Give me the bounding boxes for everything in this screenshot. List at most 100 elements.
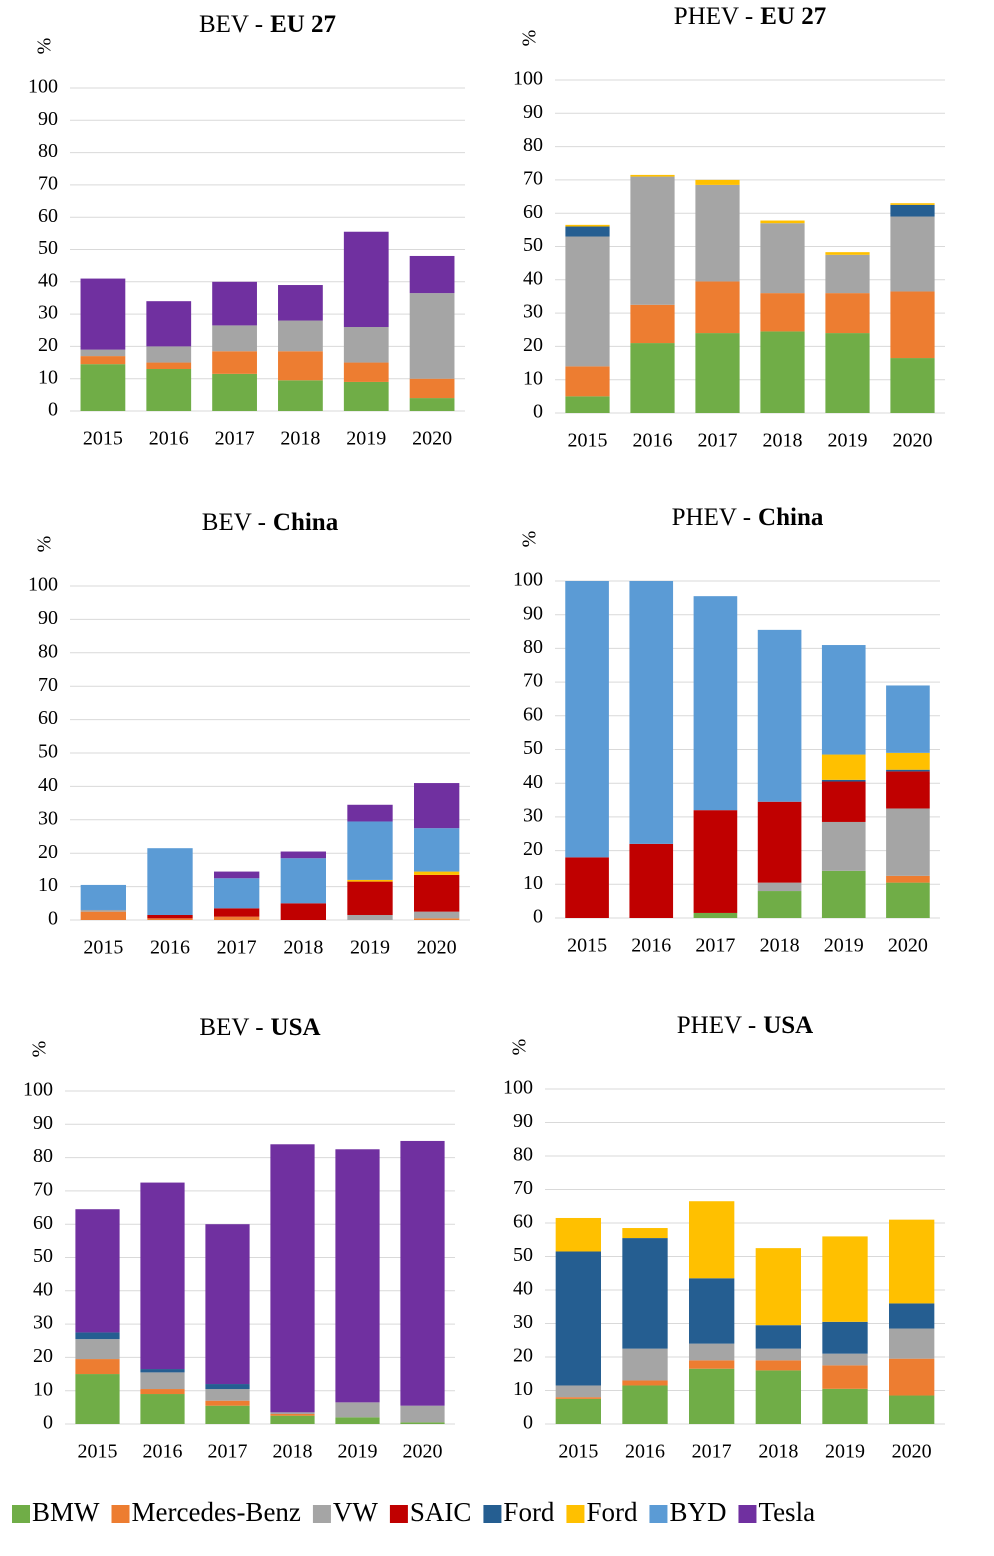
bar-segment bbox=[400, 1422, 445, 1424]
bar-segment bbox=[822, 1388, 868, 1424]
y-tick-label: 70 bbox=[523, 167, 543, 189]
title-text: PHEV - bbox=[674, 3, 753, 30]
legend-label: VW bbox=[333, 1497, 378, 1527]
bar-segment bbox=[555, 1217, 601, 1252]
x-tick-label: 2015 bbox=[568, 430, 608, 452]
legend-swatch bbox=[312, 1505, 331, 1523]
bar-segment bbox=[214, 871, 260, 879]
bar-segment bbox=[75, 1332, 120, 1340]
legend-swatch bbox=[483, 1505, 502, 1523]
bar-segment bbox=[146, 369, 192, 411]
bar-segment bbox=[347, 914, 393, 920]
bar-segment bbox=[335, 1402, 380, 1418]
bar-segment bbox=[821, 821, 866, 871]
legend-swatch bbox=[111, 1505, 130, 1523]
bar-segment bbox=[760, 220, 805, 224]
bar-segment bbox=[335, 1149, 380, 1403]
legend: BMW Mercedes-Benz VW SAIC Ford Ford BYD Tesla bbox=[12, 1497, 815, 1527]
y-axis-label: % bbox=[519, 30, 541, 47]
y-tick-label: 30 bbox=[38, 302, 58, 324]
y-tick-label: 40 bbox=[38, 774, 58, 796]
bar-segment bbox=[555, 1251, 601, 1386]
bar-segment bbox=[886, 752, 930, 770]
legend-swatch bbox=[649, 1505, 668, 1523]
bar-segment bbox=[278, 351, 323, 381]
bar-segment bbox=[629, 581, 674, 844]
legend-label: Mercedes-Benz bbox=[132, 1497, 301, 1527]
bar-segment bbox=[212, 351, 257, 374]
x-tick-label: 2018 bbox=[763, 430, 803, 452]
y-tick-label: 10 bbox=[38, 366, 58, 388]
legend-swatch bbox=[389, 1505, 408, 1523]
y-tick-label: 0 bbox=[533, 401, 543, 423]
bar-segment bbox=[343, 231, 389, 328]
y-tick-label: 0 bbox=[48, 908, 58, 930]
bar-segment bbox=[212, 373, 257, 411]
y-tick-label: 20 bbox=[33, 1345, 53, 1367]
bar-segment bbox=[212, 325, 257, 352]
y-tick-label: 60 bbox=[513, 1211, 533, 1233]
y-tick-label: 80 bbox=[523, 636, 543, 658]
y-tick-label: 70 bbox=[33, 1178, 53, 1200]
bar-segment bbox=[757, 891, 802, 918]
bar-segment bbox=[689, 1343, 735, 1361]
bar-segment bbox=[822, 1236, 868, 1322]
bar-segment bbox=[146, 301, 192, 347]
x-tick-label: 2015 bbox=[558, 1441, 598, 1463]
chart-title: BEV - EU 27 bbox=[199, 11, 336, 38]
bar-segment bbox=[821, 779, 866, 782]
bar-segment bbox=[343, 362, 389, 382]
bar-segment bbox=[825, 293, 870, 334]
bar-segment bbox=[414, 783, 460, 829]
bar-segment bbox=[889, 1328, 935, 1359]
chart: BEV - China% 0 10 20 30 40 50 60 70 80 90 100 2015 201… bbox=[28, 509, 470, 959]
x-tick-label: 2017 bbox=[692, 1441, 732, 1463]
bar-segment bbox=[347, 821, 393, 880]
legend-label: BMW bbox=[32, 1497, 100, 1527]
y-tick-label: 20 bbox=[523, 334, 543, 356]
bar-segment bbox=[889, 1395, 935, 1424]
bar-segment bbox=[205, 1389, 250, 1401]
bar-segment bbox=[409, 255, 455, 294]
bar-segment bbox=[755, 1360, 801, 1371]
y-tick-label: 50 bbox=[523, 737, 543, 759]
bar-segment bbox=[695, 281, 740, 334]
bar-segment bbox=[280, 858, 326, 904]
y-tick-label: 40 bbox=[33, 1278, 53, 1300]
legend-swatch bbox=[566, 1505, 585, 1523]
bar-segment bbox=[890, 291, 935, 359]
bar-segment bbox=[414, 918, 460, 920]
y-tick-label: 30 bbox=[523, 301, 543, 323]
bar-segment bbox=[205, 1405, 250, 1424]
chart-title: PHEV - EU 27 bbox=[674, 3, 826, 30]
bar-segment bbox=[278, 320, 323, 352]
chart-title: PHEV - USA bbox=[677, 1012, 813, 1039]
bar-segment bbox=[886, 882, 930, 918]
bar-segment bbox=[214, 908, 260, 917]
y-tick-label: 80 bbox=[513, 1144, 533, 1166]
bar-segment bbox=[270, 1144, 315, 1413]
bar-segment bbox=[205, 1224, 250, 1385]
bar-segment bbox=[80, 911, 126, 920]
bar-segment bbox=[147, 914, 193, 919]
bar-segment bbox=[695, 333, 740, 413]
bar-segment bbox=[205, 1384, 250, 1390]
x-tick-label: 2019 bbox=[338, 1441, 378, 1463]
bar-segment bbox=[80, 884, 126, 910]
bar-segment bbox=[278, 380, 323, 411]
title-bold: USA bbox=[763, 1012, 813, 1039]
bar-segment bbox=[890, 358, 935, 413]
bar-segment bbox=[409, 293, 455, 379]
bar-segment bbox=[80, 364, 126, 411]
bar-segment bbox=[555, 1397, 601, 1399]
y-tick-label: 90 bbox=[33, 1112, 53, 1134]
bar-segment bbox=[890, 203, 935, 205]
bar-segment bbox=[689, 1201, 735, 1279]
x-tick-label: 2017 bbox=[208, 1441, 248, 1463]
bar-segment bbox=[565, 224, 610, 227]
bar-segment bbox=[565, 581, 609, 858]
y-tick-label: 0 bbox=[533, 906, 543, 928]
x-tick-label: 2019 bbox=[825, 1441, 865, 1463]
bar-segment bbox=[343, 327, 389, 363]
bar-segment bbox=[693, 596, 738, 811]
